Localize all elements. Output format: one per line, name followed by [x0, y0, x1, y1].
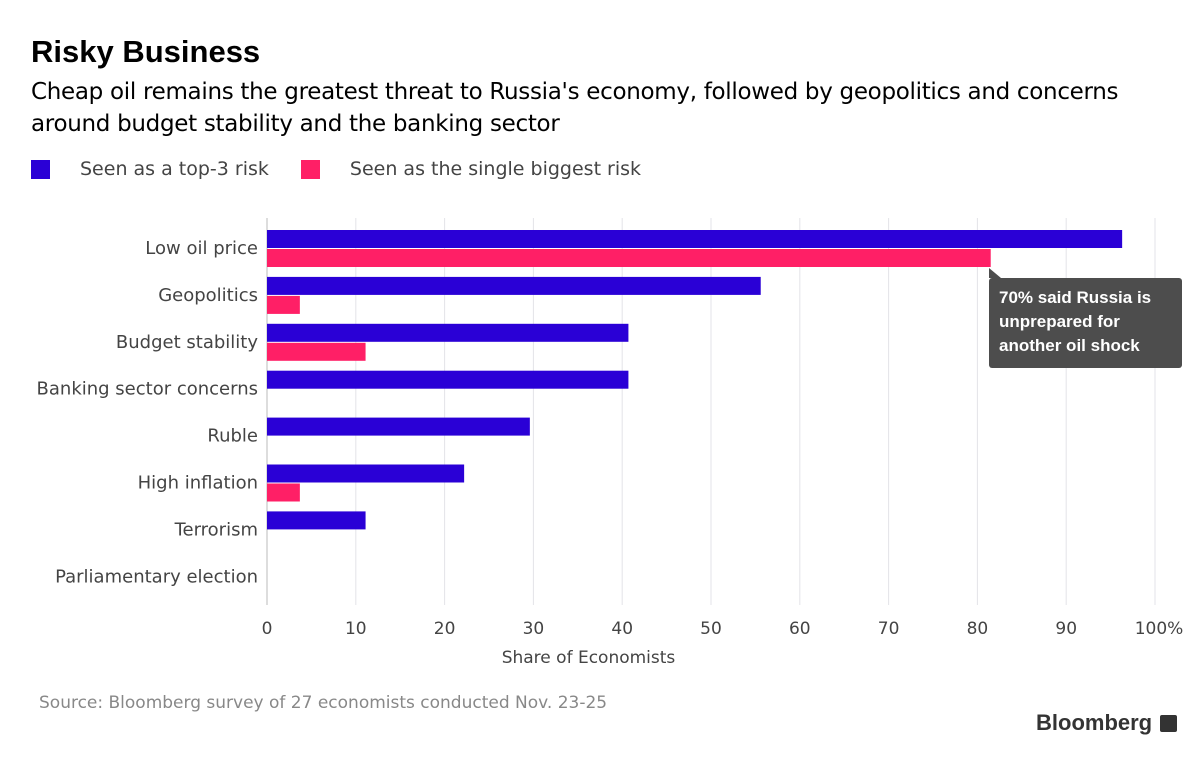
x-tick-label: 90	[1055, 619, 1077, 639]
chart-title: Risky Business	[31, 34, 261, 69]
x-tick-label: 60	[789, 619, 811, 639]
chart-subtitle: Cheap oil remains the greatest threat to…	[31, 79, 1119, 137]
x-tick-label: 0	[262, 619, 273, 639]
x-tick-label: 30	[523, 619, 545, 639]
annotation-pointer	[989, 268, 1001, 278]
category-label: Budget stability	[116, 332, 258, 353]
bar-top3	[267, 276, 761, 295]
category-label: Parliamentary election	[55, 566, 258, 587]
bar-top3	[267, 370, 629, 389]
x-tick-label: 70	[878, 619, 900, 639]
x-tick-label: 10	[345, 619, 367, 639]
legend-label: Seen as the single biggest risk	[349, 158, 642, 180]
bloomberg-chart-icon	[1160, 714, 1178, 732]
legend-item-top3: Seen as a top-3 risk	[31, 158, 269, 180]
x-tick-label: 100%	[1135, 619, 1184, 639]
annotation-box: 70% said Russia is unprepared for anothe…	[989, 278, 1182, 368]
category-label: Low oil price	[145, 238, 258, 259]
bar-top3	[267, 464, 465, 483]
x-tick-label: 50	[700, 619, 722, 639]
bar-top3	[267, 511, 366, 530]
bar-biggest	[267, 342, 366, 361]
category-label: Ruble	[207, 426, 258, 447]
legend-swatch-biggest	[300, 159, 320, 179]
bar-top3	[267, 417, 530, 436]
category-label: Geopolitics	[158, 285, 258, 306]
source-note: Source: Bloomberg survey of 27 economist…	[39, 693, 608, 713]
legend-swatch-top3	[31, 159, 50, 179]
category-label: Banking sector concerns	[37, 379, 258, 400]
bar-biggest	[267, 483, 300, 502]
bar-top3	[267, 323, 629, 342]
legend: Seen as a top-3 risk Seen as the single …	[31, 158, 673, 180]
x-tick-label: 20	[434, 619, 456, 639]
category-label: High inflation	[138, 473, 258, 494]
bar-biggest	[267, 295, 300, 314]
legend-label: Seen as a top-3 risk	[80, 158, 269, 180]
x-axis-title: Share of Economists	[502, 648, 676, 668]
bar-biggest	[267, 249, 991, 267]
x-tick-label: 80	[967, 619, 989, 639]
bar-top3	[267, 230, 1123, 248]
x-tick-label: 40	[611, 619, 633, 639]
legend-item-biggest: Seen as the single biggest risk	[300, 158, 642, 180]
bloomberg-logo: Bloomberg	[1036, 710, 1178, 736]
category-label: Terrorism	[174, 519, 258, 540]
brand-name: Bloomberg	[1036, 710, 1153, 735]
